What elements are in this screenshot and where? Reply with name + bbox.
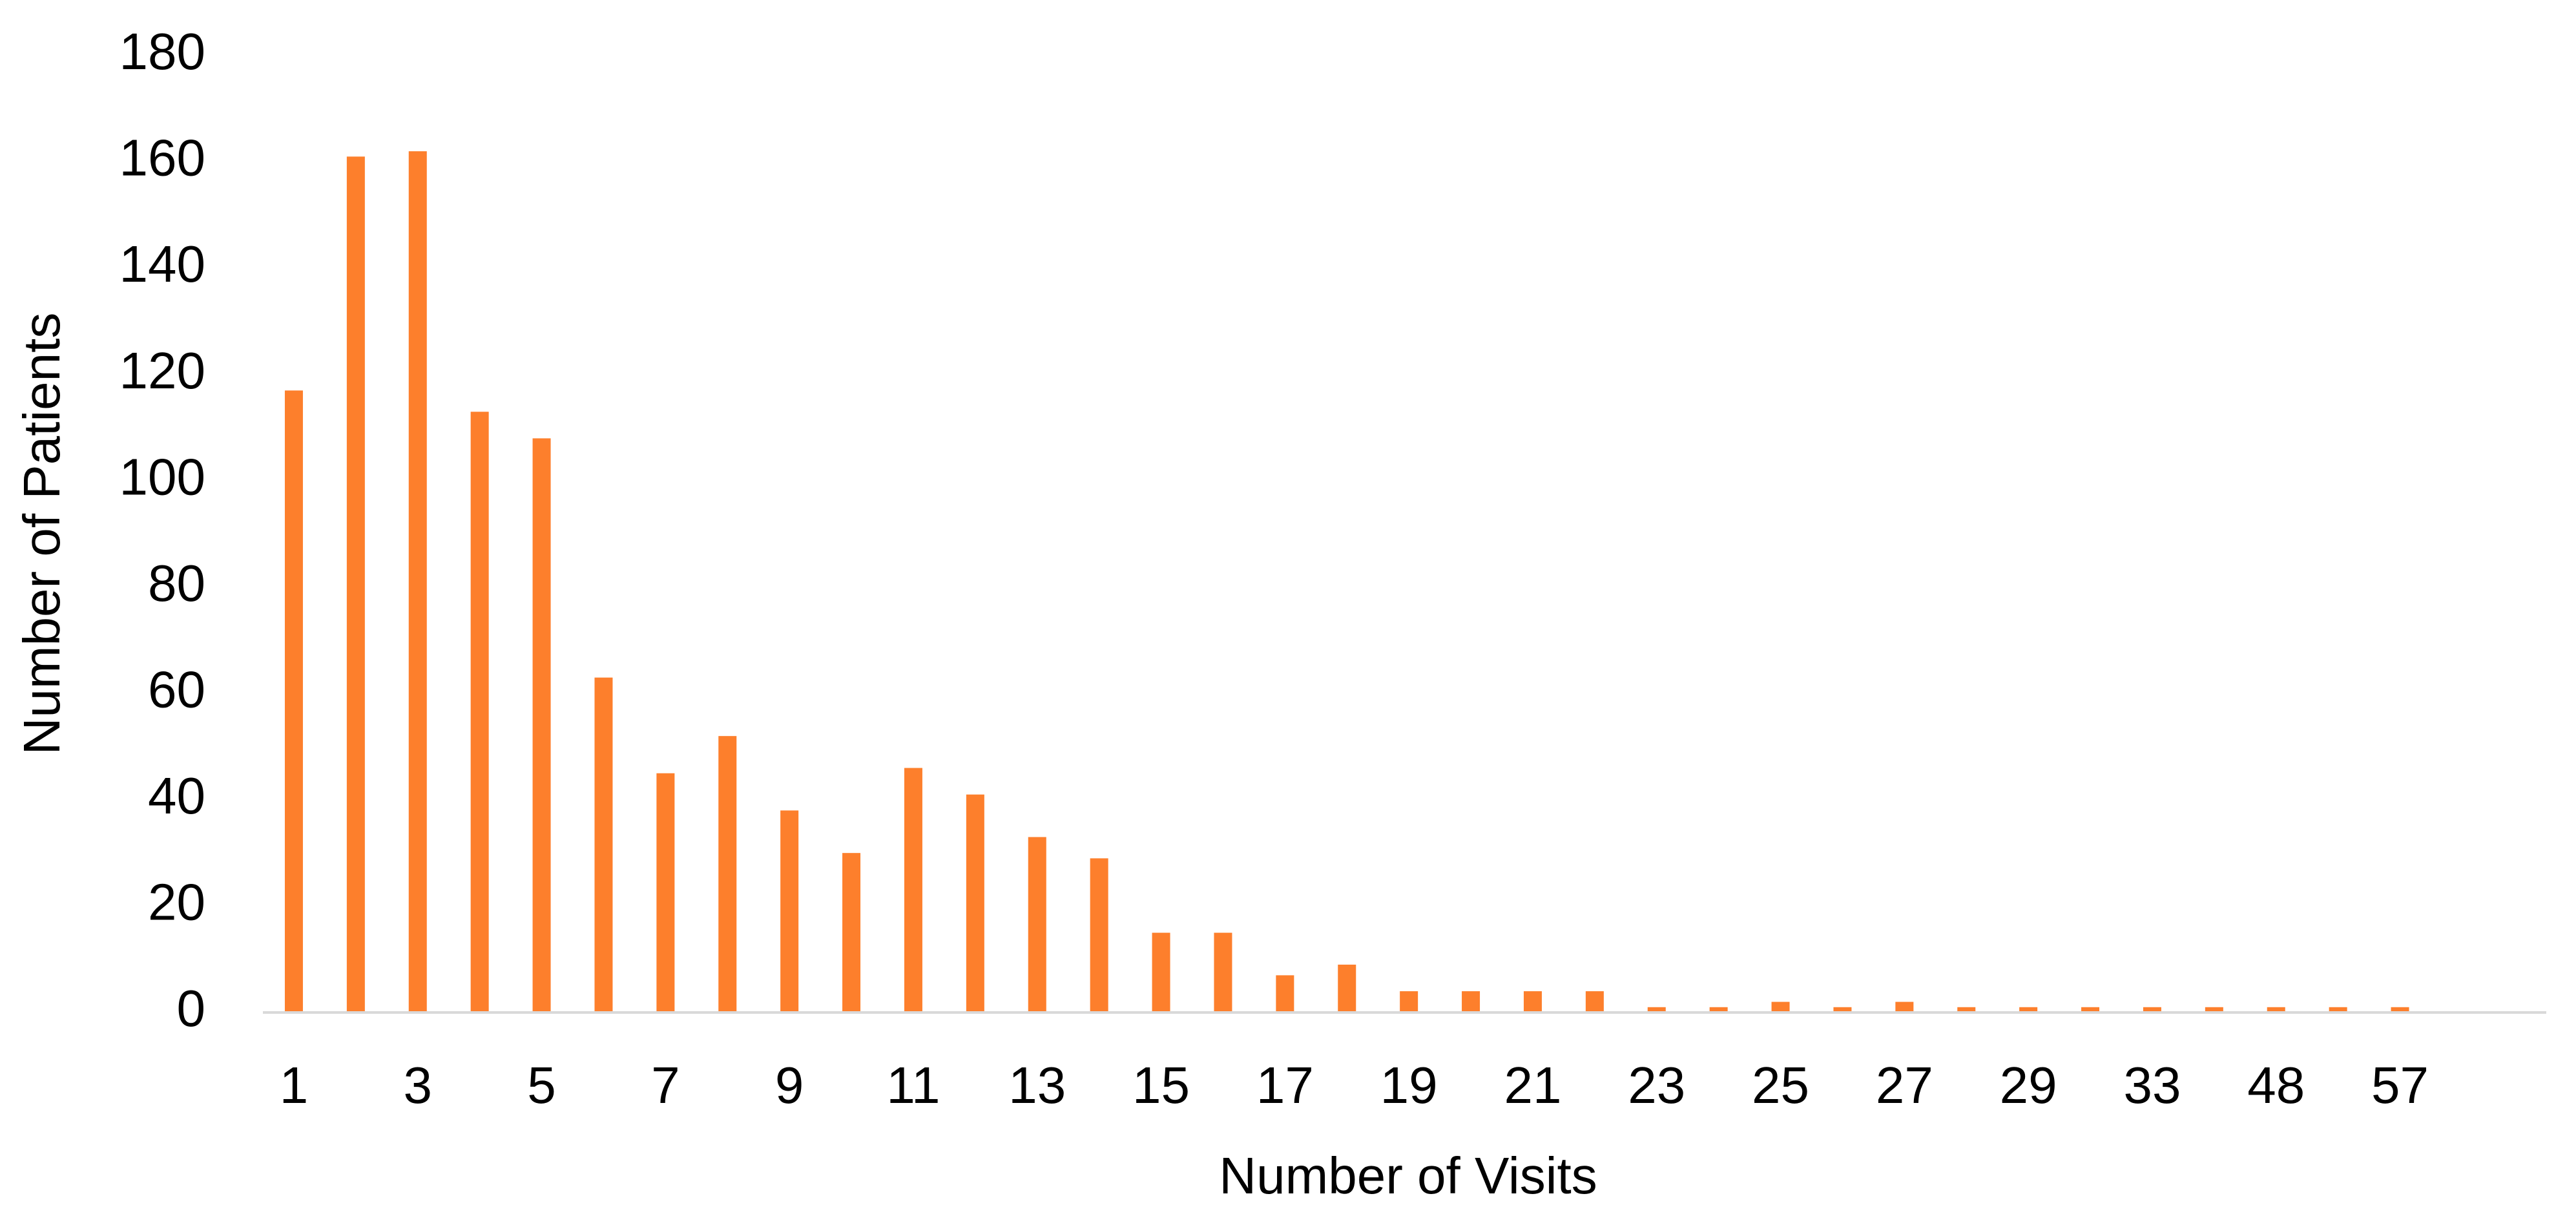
bar: [1338, 964, 1356, 1012]
bar: [346, 156, 365, 1013]
x-tick-label: 48: [2247, 1056, 2305, 1114]
x-tick-label: 23: [1628, 1056, 1685, 1114]
bar: [966, 794, 984, 1012]
bar: [2143, 1007, 2161, 1012]
bar: [1462, 991, 1480, 1012]
bar: [408, 151, 427, 1013]
y-tick-label: 0: [177, 980, 206, 1037]
y-tick-label: 20: [148, 874, 205, 931]
x-tick-label: 15: [1132, 1056, 1190, 1114]
x-tick-label: 17: [1256, 1056, 1314, 1114]
x-tick-label: 3: [404, 1056, 433, 1114]
x-tick-label: 29: [2000, 1056, 2057, 1114]
bar: [1090, 858, 1108, 1012]
x-tick-label: 1: [280, 1056, 309, 1114]
y-tick-label: 180: [119, 23, 205, 80]
y-tick-label: 100: [119, 448, 205, 505]
y-axis-title: Number of Patients: [13, 313, 70, 755]
bar: [2205, 1007, 2223, 1012]
y-tick-label: 40: [148, 767, 205, 824]
y-tick-label: 60: [148, 660, 205, 718]
bar: [1152, 932, 1170, 1012]
y-tick-label: 120: [119, 342, 205, 399]
bar: [842, 853, 861, 1012]
bar: [904, 768, 922, 1012]
bar: [2329, 1007, 2347, 1012]
x-tick-label: 21: [1504, 1056, 1561, 1114]
y-tick-label: 160: [119, 129, 205, 187]
bar: [656, 773, 675, 1012]
x-tick-label: 5: [527, 1056, 556, 1114]
y-tick-label: 140: [119, 235, 205, 293]
bar: [1771, 1002, 1790, 1012]
bar: [780, 810, 799, 1012]
bar: [1709, 1007, 1728, 1012]
bar: [2267, 1007, 2285, 1012]
bar: [1400, 991, 1418, 1012]
bar: [1833, 1007, 1852, 1012]
bar: [1895, 1002, 1914, 1012]
x-tick-label: 25: [1752, 1056, 1809, 1114]
x-tick-label: 27: [1876, 1056, 1933, 1114]
bar: [2081, 1007, 2100, 1012]
x-tick-label: 13: [1008, 1056, 1066, 1114]
bar: [470, 412, 489, 1012]
x-tick-label: 11: [886, 1056, 940, 1114]
bar: [1214, 932, 1232, 1012]
bar: [594, 677, 613, 1012]
bar: [2019, 1007, 2038, 1012]
x-tick-label: 7: [651, 1056, 680, 1114]
bar: [532, 438, 551, 1012]
bar: [1647, 1007, 1666, 1012]
bar: [1028, 837, 1046, 1012]
bar: [1523, 991, 1542, 1012]
x-tick-label: 19: [1380, 1056, 1438, 1114]
bar: [284, 390, 303, 1012]
x-tick-label: 57: [2371, 1056, 2429, 1114]
y-tick-label: 80: [148, 554, 205, 612]
bar: [2391, 1007, 2409, 1012]
bar: [1276, 975, 1294, 1012]
x-tick-label: 33: [2123, 1056, 2181, 1114]
x-axis-title: Number of Visits: [1219, 1147, 1597, 1204]
x-tick-label: 9: [775, 1056, 804, 1114]
bar: [1585, 991, 1604, 1012]
bar: [718, 736, 737, 1012]
bar: [1957, 1007, 1976, 1012]
